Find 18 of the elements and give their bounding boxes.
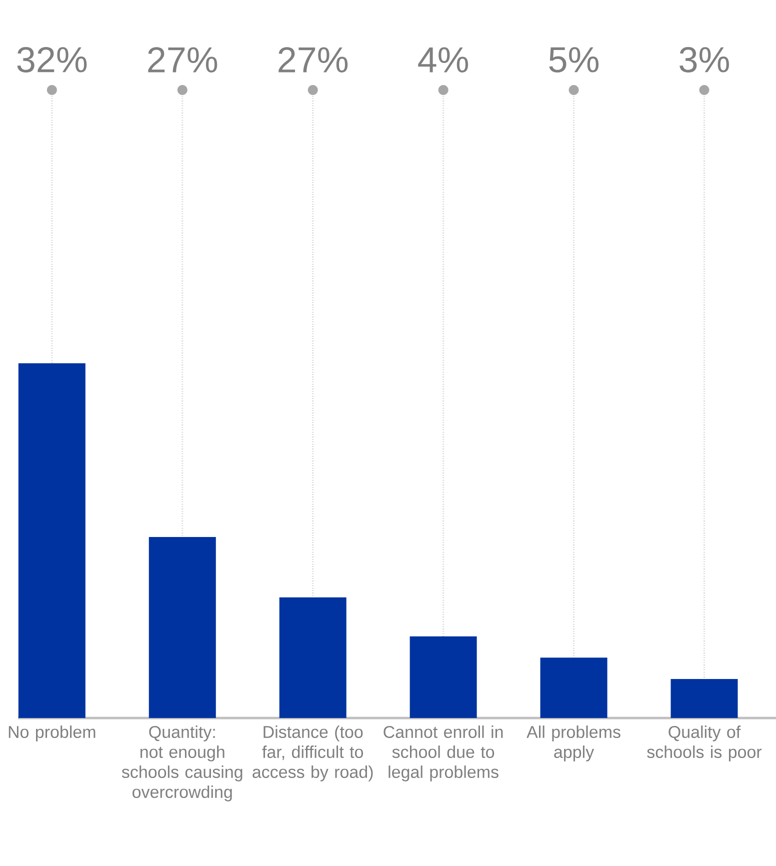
text: 4% (418, 47, 468, 72)
text: 32% (17, 46, 87, 72)
x-tick-label: Quality of schools is poor (647, 726, 762, 762)
bar (540, 658, 608, 718)
text: 3% (680, 46, 729, 72)
x-tick-label: Cannot enroll in school due to legal problems (384, 726, 503, 782)
bar (18, 363, 86, 718)
x-tick-label: Quantity: not enough schools causing overcrowding (122, 726, 242, 802)
bar (148, 537, 216, 718)
text: 27% (278, 47, 348, 72)
x-tick-label: No problem (8, 726, 96, 742)
bar (410, 636, 477, 718)
bar (279, 597, 346, 718)
bar (670, 678, 738, 718)
text: 5% (549, 47, 599, 72)
text: 27% (148, 47, 218, 72)
x-tick-label: All problems apply (526, 726, 620, 762)
x-tick-label: Distance (too far, difficult to access by road) (252, 726, 373, 782)
